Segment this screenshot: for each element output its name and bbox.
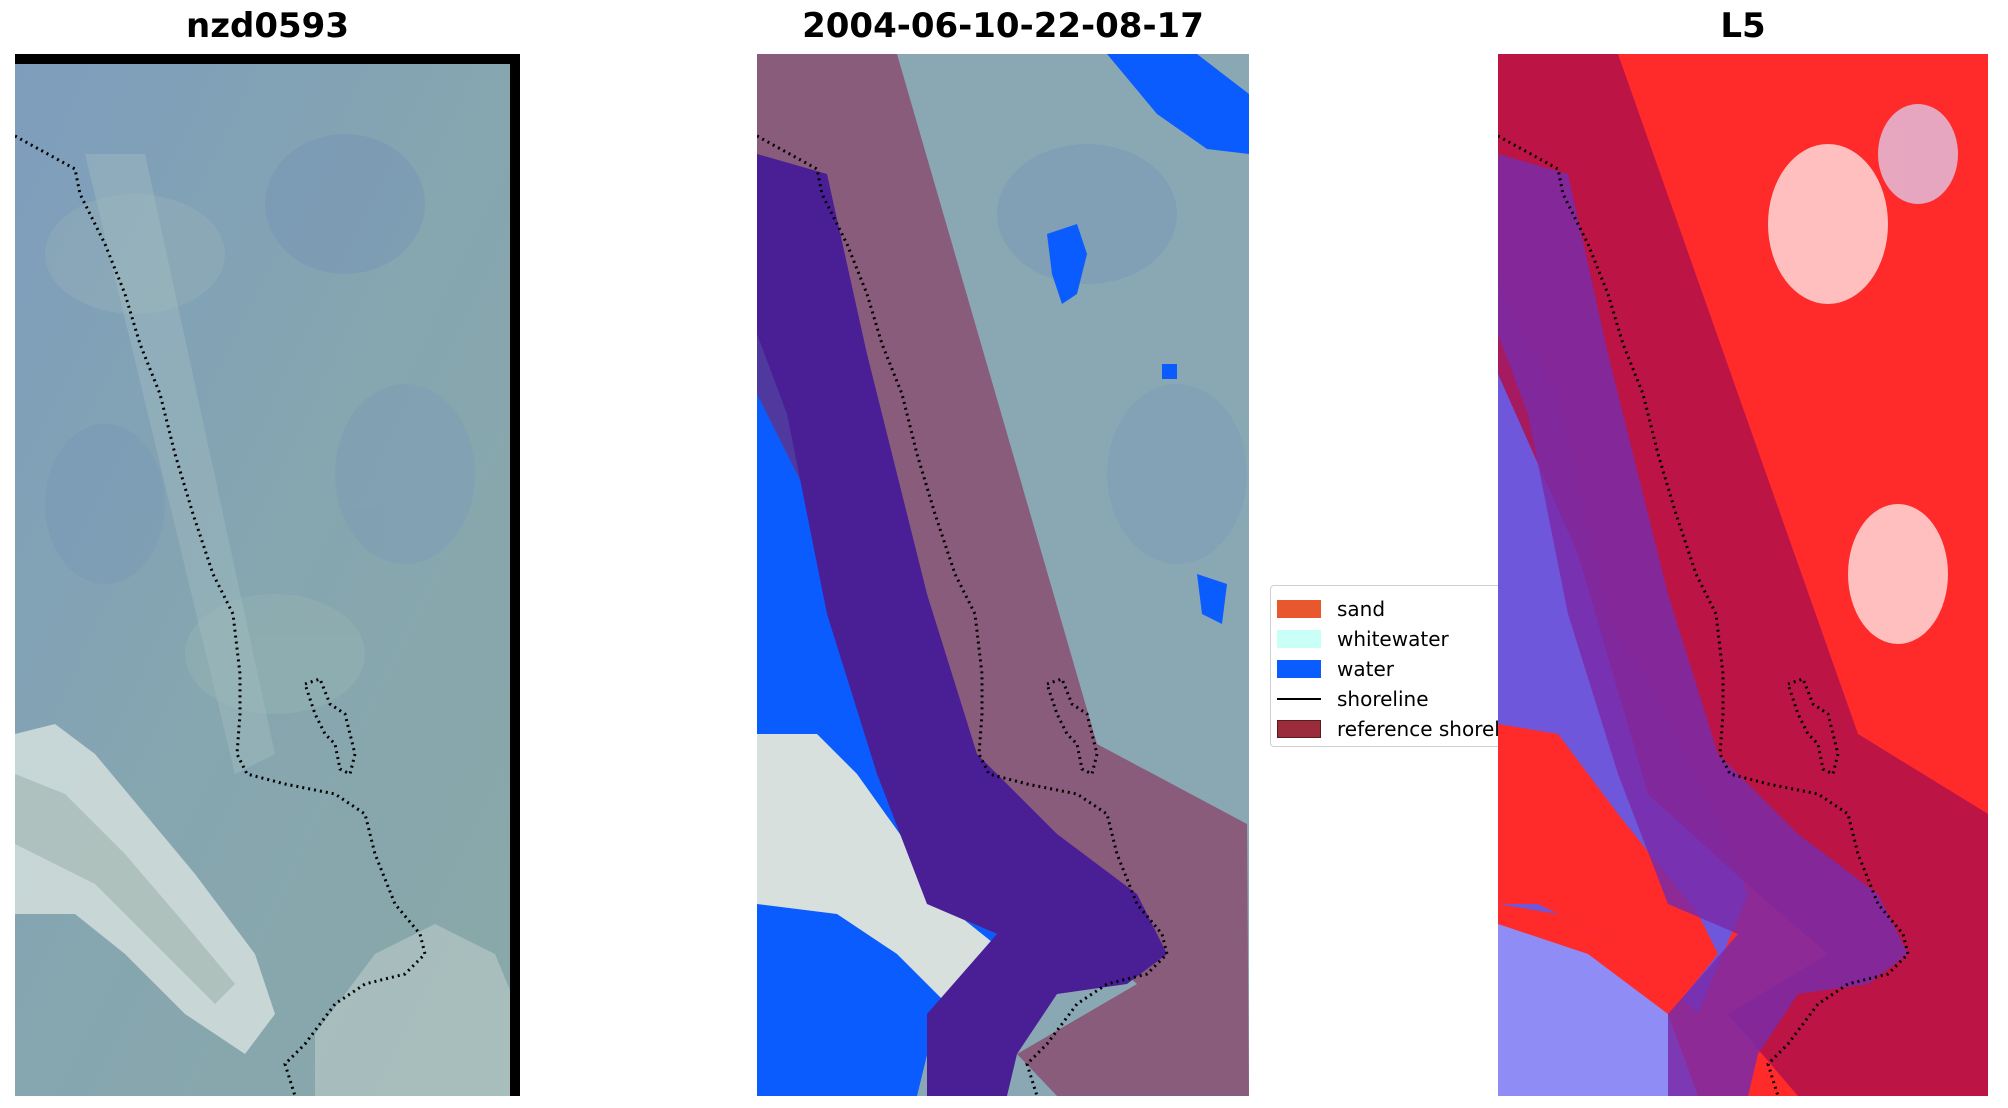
shoreline-swatch [1277,698,1321,700]
legend: sand whitewater water shoreline referenc… [1270,585,1502,747]
classification-panel [757,54,1249,1096]
legend-label-reference-buffer: reference shoreline buffer [1337,717,1501,741]
whitewater-swatch [1277,630,1321,648]
index-panel [1498,54,1988,1096]
index-image [1498,54,1988,1096]
sand-swatch [1277,600,1321,618]
classified-image [757,54,1249,1096]
legend-item-sand: sand [1277,596,1385,622]
legend-item-shoreline: shoreline [1277,686,1429,712]
panel-title-classification: 2004-06-10-22-08-17 [802,6,1204,46]
legend-label-whitewater: whitewater [1337,627,1449,651]
panel-title-rgb: nzd0593 [186,6,349,46]
panel-title-index: L5 [1720,6,1766,46]
legend-item-reference-buffer: reference shoreline buffer [1277,716,1501,742]
legend-label-water: water [1337,657,1394,681]
legend-item-whitewater: whitewater [1277,626,1449,652]
legend-label-shoreline: shoreline [1337,687,1429,711]
rgb-image-panel [15,54,520,1096]
water-swatch [1277,660,1321,678]
rgb-image [15,54,520,1096]
legend-label-sand: sand [1337,597,1386,621]
legend-item-water: water [1277,656,1394,682]
reference-buffer-swatch [1277,720,1321,738]
